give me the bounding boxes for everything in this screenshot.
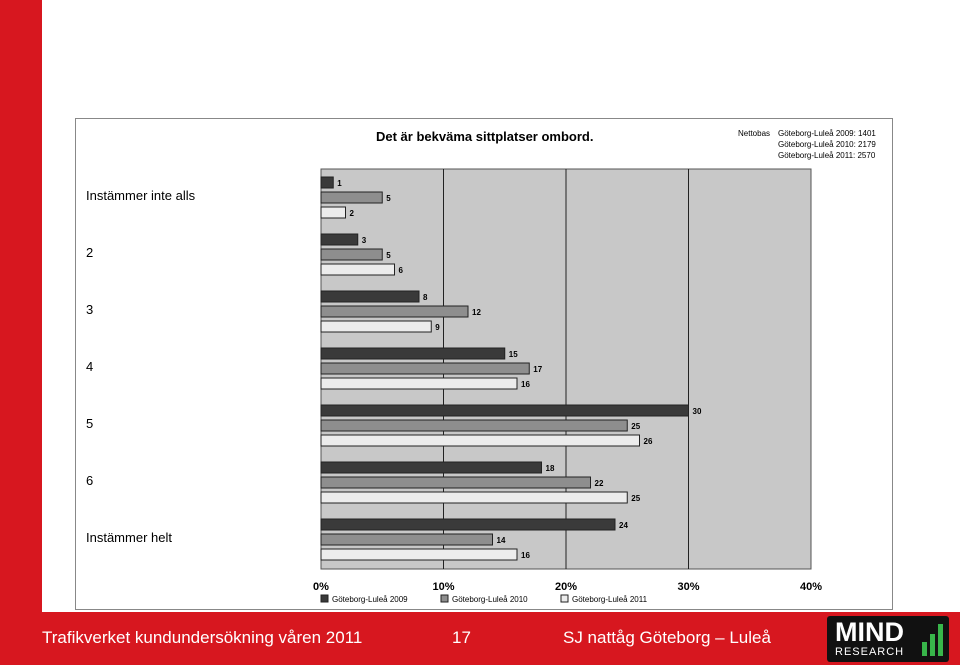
data-label: 16 [521,380,530,389]
bar [320,518,616,531]
data-label: 3 [362,236,367,245]
category-label: Instämmer inte alls [86,188,196,203]
logo-level-bar-2 [930,634,935,656]
x-tick-label: 10% [432,581,454,593]
data-label: 16 [521,551,530,560]
data-label: 9 [435,323,440,332]
legend-swatch [440,594,449,603]
footer-survey-title: Trafikverket kundundersökning våren 2011 [42,628,363,647]
legend-entry: Göteborg-Luleå 2010 [452,595,528,604]
bar [320,362,530,375]
bar [320,191,383,204]
category-label: 4 [86,359,93,374]
bar [320,533,493,546]
trafikverket-crest-icon [46,3,94,76]
left-brand-bar [0,0,42,665]
bar [320,404,689,417]
x-tick-label: 30% [677,581,699,593]
bar [320,419,628,432]
legend-entry: Göteborg-Luleå 2011 [572,595,648,604]
legend-entry: Göteborg-Luleå 2009 [332,595,408,604]
data-label: 1 [337,179,342,188]
nettobas-entry-2009: Göteborg-Luleå 2009: 1401 [778,129,876,138]
category-label: 5 [86,416,93,431]
data-label: 15 [509,350,518,359]
data-label: 26 [644,437,653,446]
bar [320,377,518,390]
bar [320,548,518,561]
category-label: 2 [86,245,93,260]
legend-swatch [320,594,329,603]
footer-route-title: SJ nattåg Göteborg – Luleå [563,628,771,647]
logo-mind-text: MIND [835,617,904,647]
bar [320,305,469,318]
data-label: 5 [386,251,391,260]
bar [320,248,383,261]
data-label: 25 [631,422,640,431]
data-label: 8 [423,293,428,302]
bar [320,233,359,246]
nettobas-label: Nettobas [738,129,770,138]
bar [320,206,346,219]
data-label: 17 [533,365,542,374]
data-label: 24 [619,521,628,530]
mind-research-logo: MIND RESEARCH [827,616,949,662]
bar [320,461,542,474]
chart-frame: Det är bekväma sittplatser ombord. Netto… [75,118,893,610]
category-label: Instämmer helt [86,530,172,545]
x-tick-label: 40% [800,581,822,593]
bar [320,290,420,303]
legend-swatch [560,594,569,603]
bar [320,176,334,189]
data-label: 22 [595,479,604,488]
bar [320,347,506,360]
bar [320,476,591,489]
x-tick-label: 20% [555,581,577,593]
data-label: 18 [546,464,555,473]
logo-research-text: RESEARCH [835,646,905,658]
logo-level-bar-3 [938,624,943,656]
category-label: 3 [86,302,93,317]
page-number: 17 [452,628,471,647]
logo-level-bar-1 [922,642,927,656]
data-label: 25 [631,494,640,503]
nettobas-entry-2011: Göteborg-Luleå 2011: 2570 [778,151,876,160]
bar [320,263,395,276]
data-label: 30 [693,407,702,416]
nettobas-entry-2010: Göteborg-Luleå 2010: 2179 [778,140,876,149]
x-tick-label: 0% [313,581,329,593]
bar [320,320,432,333]
bar-chart: Det är bekväma sittplatser ombord. Netto… [86,129,876,604]
data-label: 6 [399,266,404,275]
chart-title: Det är bekväma sittplatser ombord. [376,129,593,144]
data-label: 14 [497,536,506,545]
bar [320,491,628,504]
data-label: 2 [350,209,355,218]
data-label: 12 [472,308,481,317]
data-label: 5 [386,194,391,203]
footer-bar [0,612,960,665]
bar [320,434,640,447]
plot-area: 0% 10% 20% 30% 40%Instämmer inte alls1522356… [86,168,822,604]
category-label: 6 [86,473,93,488]
